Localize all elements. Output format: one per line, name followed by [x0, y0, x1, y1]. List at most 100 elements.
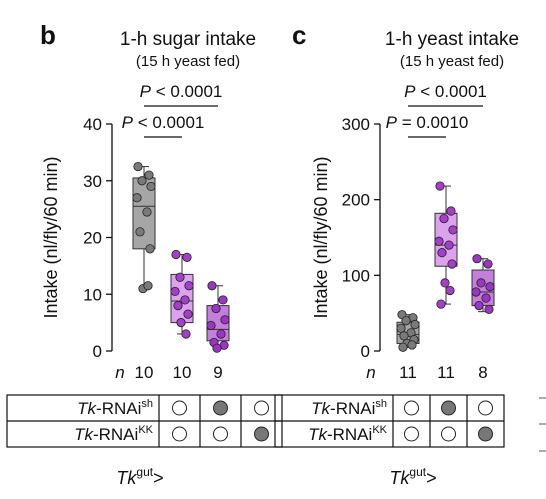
data-point — [437, 248, 447, 258]
row-gene: Tk — [77, 399, 97, 418]
data-point — [135, 227, 145, 237]
data-point — [176, 318, 186, 328]
panel-c: c 1-h yeast intake (15 h yeast fed) 0 100 200… — [274, 20, 519, 488]
row-suffix: -RNAi — [93, 425, 138, 444]
genotype-dot-filled — [213, 400, 228, 416]
genotype-dot-empty — [213, 426, 228, 442]
row-label: Tk-RNAiKK — [308, 424, 388, 444]
data-point — [171, 249, 181, 260]
data-point — [440, 278, 450, 288]
row-sup: sh — [141, 398, 153, 410]
data-point — [142, 207, 152, 217]
data-point — [181, 329, 191, 339]
data-point — [444, 240, 454, 250]
n-label: n — [115, 363, 124, 382]
panel-subtitle: (15 h yeast fed) — [400, 53, 504, 70]
data-point — [180, 295, 190, 305]
driver-sup: gut — [136, 465, 153, 479]
data-point — [445, 285, 455, 296]
data-point — [220, 315, 230, 325]
y-axis-label: Intake (nl/fly/60 min) — [41, 156, 61, 318]
y-axis-label: Intake (nl/fly/60 min) — [311, 156, 331, 318]
n-value: 9 — [213, 363, 222, 382]
data-point — [476, 278, 486, 288]
data-point — [183, 309, 193, 319]
driver-label: Tkgut> — [116, 465, 163, 488]
driver-tail: > — [426, 468, 437, 488]
genotype-dot-filled — [478, 426, 493, 442]
row-label: Tk-RNAiKK — [74, 424, 154, 444]
stat-label: P < 0.0001 — [140, 82, 223, 101]
n-value: 11 — [437, 363, 455, 382]
data-point — [481, 293, 491, 303]
data-point — [211, 303, 221, 314]
y-tick-label: 0 — [93, 342, 102, 361]
genotype-dot-empty — [441, 426, 456, 442]
genotype-dot-filled — [254, 426, 269, 442]
data-point — [144, 170, 154, 180]
stat-p: P — [140, 82, 152, 101]
stat-value: < 0.0001 — [415, 82, 486, 101]
data-point — [401, 316, 411, 326]
n-value: 10 — [173, 363, 192, 382]
data-point — [439, 213, 449, 224]
stat-label: P < 0.0001 — [122, 113, 205, 132]
row-sup: KK — [372, 424, 387, 436]
data-point — [133, 161, 143, 172]
data-point — [484, 304, 494, 314]
data-point — [472, 254, 482, 264]
panel-title: 1-h yeast intake — [385, 29, 519, 50]
data-point — [471, 287, 481, 297]
driver-gene: Tk — [116, 468, 137, 488]
driver-label: Tkgut> — [389, 465, 436, 488]
data-point — [435, 181, 445, 191]
row-suffix: -RNAi — [327, 425, 372, 444]
y-tick-label: 30 — [83, 172, 102, 191]
data-point — [206, 320, 216, 331]
stat-label: P < 0.0001 — [404, 82, 487, 101]
data-point — [207, 281, 217, 291]
row-label: Tk-RNAish — [311, 398, 387, 418]
y-tick-label: 10 — [83, 285, 102, 304]
data-point — [446, 206, 456, 216]
driver-gene: Tk — [389, 468, 410, 488]
data-point — [143, 281, 153, 291]
genotype-dot-empty — [404, 400, 419, 416]
data-point — [145, 244, 155, 254]
data-point — [137, 176, 147, 186]
y-tick-label: 200 — [342, 191, 370, 210]
n-label: n — [366, 363, 375, 382]
data-point — [212, 343, 222, 353]
n-value: 11 — [399, 363, 417, 382]
data-point — [410, 319, 420, 330]
n-value: 8 — [478, 363, 487, 382]
stat-label: P = 0.0010 — [386, 113, 469, 132]
stat-value: = 0.0010 — [397, 113, 468, 132]
y-tick-label: 300 — [342, 115, 370, 134]
data-point — [448, 225, 458, 235]
panel-subtitle: (15 h yeast fed) — [136, 53, 240, 70]
genotype-dot-empty — [478, 400, 493, 416]
row-gene: Tk — [311, 399, 331, 418]
row-sup: KK — [138, 424, 153, 436]
y-tick-label: 20 — [83, 229, 102, 248]
row-suffix: -RNAi — [330, 399, 375, 418]
data-point — [407, 340, 417, 350]
data-point — [184, 281, 194, 291]
data-point — [146, 181, 156, 192]
data-point — [132, 193, 142, 203]
data-point — [182, 252, 192, 262]
row-label: Tk-RNAish — [77, 398, 153, 418]
data-point — [216, 329, 226, 339]
y-tick-label: 0 — [361, 342, 370, 361]
driver-sup: gut — [409, 465, 426, 479]
panel-letter: b — [40, 20, 56, 50]
n-value: 10 — [135, 363, 154, 382]
stat-p: P — [122, 113, 134, 132]
data-point — [399, 331, 409, 341]
data-point — [474, 300, 484, 311]
row-sup: sh — [375, 398, 387, 410]
